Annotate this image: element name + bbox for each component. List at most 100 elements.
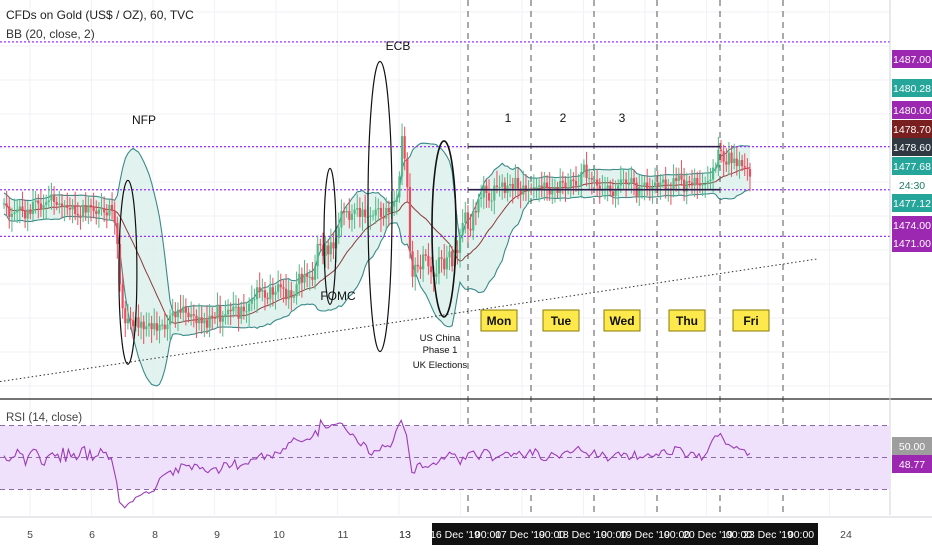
bollinger-upper	[3, 142, 751, 314]
candle-body	[232, 306, 235, 312]
candle-body	[709, 179, 712, 182]
candle-body	[630, 178, 633, 185]
time-tick-label: 00:00	[664, 529, 690, 541]
bollinger-fill	[4, 143, 750, 386]
time-axis-highlight	[432, 523, 818, 545]
candle-body	[406, 158, 409, 188]
day-box-tue: Tue	[542, 309, 580, 332]
candle-body	[614, 190, 617, 197]
price-label-text: 1478.70	[893, 124, 931, 136]
candle-body	[456, 249, 459, 253]
candle-body	[269, 287, 272, 300]
candle-body	[574, 181, 578, 186]
ecb-ellipse	[367, 60, 393, 353]
candle-body	[142, 321, 145, 330]
time-tick-label: 19 Dec '19	[620, 529, 670, 541]
candle-body	[356, 207, 359, 210]
candle-body	[321, 245, 325, 256]
candle-body	[416, 264, 419, 267]
candle-body	[659, 182, 662, 188]
rsi-indicator-legend[interactable]: RSI (14, close)	[6, 412, 83, 424]
candle-body	[519, 188, 522, 195]
candle-body	[727, 152, 731, 165]
candle-body	[395, 197, 398, 202]
candle-body	[132, 320, 135, 327]
price-label-bg	[892, 216, 932, 234]
candle-body	[429, 266, 433, 273]
candle-body	[332, 242, 335, 249]
candle-body	[617, 185, 620, 191]
candle-body	[661, 179, 665, 183]
candle-body	[640, 185, 644, 188]
candle-body	[110, 204, 114, 211]
candle-body	[698, 184, 702, 186]
candle-body	[39, 203, 43, 210]
candle-body	[287, 290, 290, 300]
candle-body	[150, 323, 153, 330]
price-label-text: 1474.00	[893, 220, 931, 232]
annotation-label: FOMC	[320, 289, 356, 303]
day-box-label: Wed	[609, 314, 634, 328]
candle-body	[60, 203, 64, 207]
symbol-legend[interactable]: CFDs on Gold (US$ / OZ), 60, TVC	[6, 8, 194, 22]
candle-body	[263, 290, 267, 298]
time-tick-label: 24	[840, 529, 852, 541]
candle-body	[609, 185, 612, 192]
candle-body	[419, 266, 422, 270]
candle-body	[58, 203, 61, 205]
bb-indicator-legend[interactable]: BB (20, close, 2)	[6, 27, 95, 41]
candle-body	[540, 185, 543, 191]
candle-body	[564, 182, 567, 188]
candle-body	[200, 317, 203, 324]
day-box-wed: Wed	[603, 309, 641, 332]
candle-body	[261, 290, 264, 292]
candle-body	[466, 212, 470, 229]
candle-body	[424, 254, 427, 256]
candle-body	[516, 178, 520, 189]
candle-body	[646, 182, 649, 189]
candle-body	[398, 176, 401, 198]
candle-body	[129, 318, 132, 321]
candle-body	[219, 305, 222, 322]
candle-body	[92, 206, 95, 211]
day-box-fri: Fri	[732, 309, 770, 332]
candle-body	[121, 284, 124, 309]
candle-body	[382, 216, 385, 219]
candle-body	[197, 317, 201, 324]
candle-body	[306, 273, 309, 277]
candle-body	[693, 178, 696, 186]
candle-body	[45, 201, 48, 205]
candle-body	[308, 276, 311, 278]
candle-body	[226, 309, 230, 315]
candle-body	[580, 172, 583, 186]
candle-body	[590, 178, 593, 180]
candle-body	[168, 315, 172, 325]
candle-body	[408, 187, 412, 252]
price-label-bg	[892, 234, 932, 252]
candle-body	[284, 288, 288, 300]
day-box-bg	[603, 309, 641, 332]
candle-body	[97, 209, 100, 214]
candle-body	[240, 306, 243, 319]
candle-body	[5, 203, 8, 207]
candle-body	[561, 181, 564, 183]
candle-body	[440, 257, 443, 259]
candle-body	[377, 207, 380, 210]
candle-body	[124, 308, 127, 324]
candle-body	[113, 210, 116, 223]
candle-body	[706, 181, 709, 185]
time-tick-label: 18 Dec '19	[557, 529, 607, 541]
candle-body	[176, 309, 180, 318]
candle-body	[487, 193, 491, 201]
candle-body	[74, 206, 77, 214]
candle-body	[509, 184, 512, 186]
candle-body	[364, 209, 367, 217]
candle-body	[711, 167, 715, 180]
candle-body	[89, 204, 93, 207]
price-label-text: 1477.12	[893, 198, 931, 210]
candle-body	[21, 206, 24, 211]
candle-body	[643, 182, 646, 186]
candle-body	[596, 179, 599, 186]
